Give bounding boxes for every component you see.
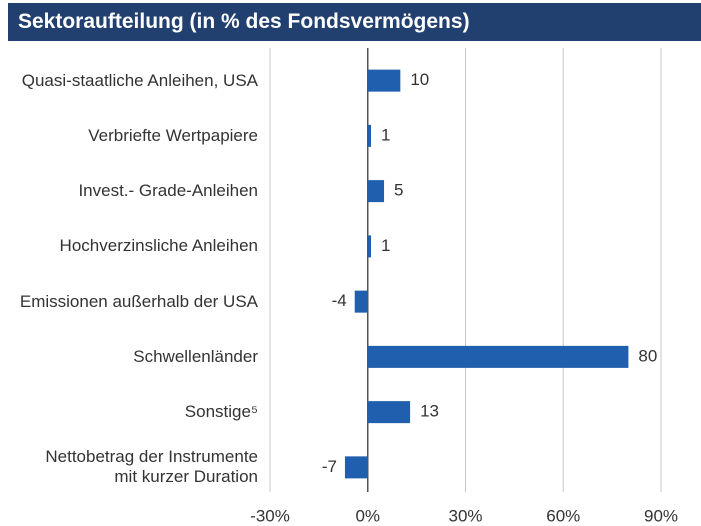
x-tick-label: 90% (644, 506, 678, 525)
x-tick-label: 60% (546, 506, 580, 525)
y-tick-label: Quasi-staatliche Anleihen, USA (21, 70, 258, 90)
y-tick-label: Emissionen außerhalb der USA (19, 291, 258, 311)
x-tick-label: 30% (448, 506, 482, 525)
x-tick-label: 0% (355, 506, 380, 525)
value-label: -4 (332, 291, 347, 310)
value-label: 80 (638, 346, 657, 365)
bar (367, 69, 401, 92)
bar (354, 290, 368, 313)
y-tick-label: Invest.- Grade-Anleihen (78, 181, 258, 201)
bar (367, 124, 372, 147)
y-tick-label: Verbriefte Wertpapiere (88, 125, 258, 145)
bar (344, 456, 368, 479)
y-tick-label: Nettobetrag der Instrumente mit kurzer D… (45, 447, 258, 487)
value-label: 10 (410, 70, 429, 89)
value-label: 1 (381, 125, 390, 144)
value-label: 1 (381, 236, 390, 255)
value-label: -7 (322, 457, 337, 476)
value-label: 13 (420, 402, 439, 421)
y-tick-label: Hochverzinsliche Anleihen (59, 236, 258, 256)
x-tick-label: -30% (250, 506, 290, 525)
chart-title: Sektoraufteilung (in % des Fondsvermögen… (8, 3, 701, 41)
y-tick-label: Sonstige⁵ (184, 402, 258, 422)
bar (367, 180, 385, 203)
bar (367, 235, 372, 258)
bar (367, 345, 629, 368)
y-tick-label: Schwellenländer (133, 346, 258, 366)
value-label: 5 (394, 181, 403, 200)
bar (367, 401, 411, 424)
